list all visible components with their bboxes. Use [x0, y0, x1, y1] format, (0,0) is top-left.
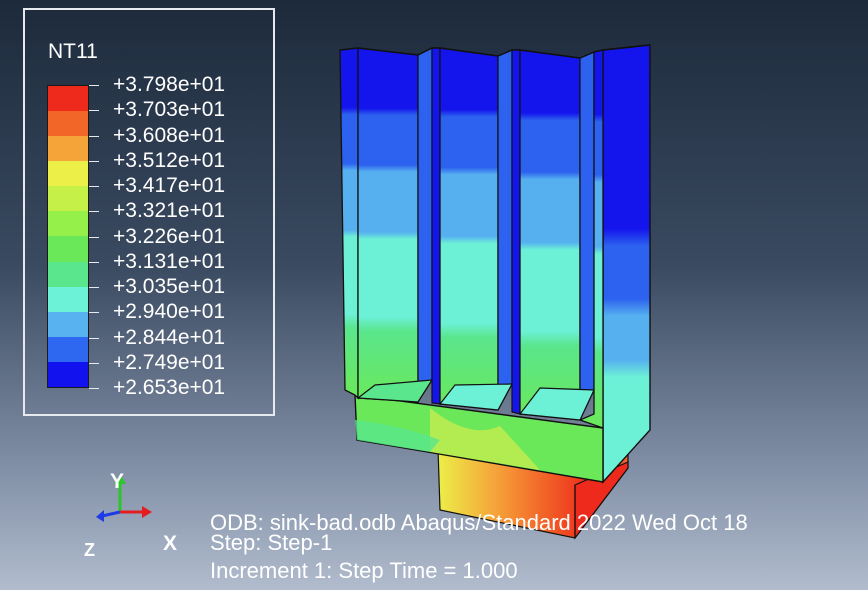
legend-tick: [89, 337, 99, 339]
legend-value-label: +2.940e+01: [113, 300, 226, 324]
z-arrowhead-icon: [96, 510, 104, 522]
y-axis-label: Y: [110, 470, 125, 493]
legend-tick: [89, 261, 99, 263]
legend-tick: [89, 186, 99, 187]
legend-swatch: [48, 286, 88, 312]
legend-value-label: +2.844e+01: [113, 325, 226, 349]
legend-value-label: +3.226e+01: [113, 224, 226, 248]
legend-value-label: +3.035e+01: [113, 275, 226, 298]
legend-tick: [89, 388, 99, 389]
legend-value-label: +3.321e+01: [113, 199, 226, 223]
increment-info-line: Increment 1: Step Time = 1.000: [210, 558, 518, 583]
legend-color-bar: [47, 85, 89, 388]
legend-frame: [23, 8, 275, 416]
legend-swatch: [48, 186, 88, 212]
legend-swatch: [48, 86, 88, 112]
legend-tick: [89, 85, 99, 86]
legend-value-label: +2.653e+01: [113, 376, 226, 399]
legend-value-label: +3.798e+01: [113, 73, 226, 96]
legend-tick: [89, 362, 99, 364]
legend-swatch: [48, 311, 88, 337]
y-arrowhead-icon: [114, 474, 126, 484]
z-axis-label: Z: [84, 540, 95, 560]
x-arrowhead-icon: [142, 506, 152, 518]
legend-value-label: +3.703e+01: [113, 98, 226, 122]
legend-tick: [89, 236, 99, 238]
legend-swatch: [48, 211, 88, 237]
legend-tick: [89, 287, 99, 288]
z-axis-arrow: [101, 510, 121, 518]
legend-value-label: +3.512e+01: [113, 148, 226, 172]
odb-info-line: ODB: sink-bad.odb Abaqus/Standard 2022 W…: [210, 510, 748, 535]
legend-swatch: [48, 236, 88, 262]
legend-swatch: [48, 111, 88, 137]
legend-swatch: [48, 361, 88, 387]
legend-swatch: [48, 261, 88, 287]
legend-value-label: +3.417e+01: [113, 174, 226, 197]
legend-tick: [89, 160, 99, 162]
legend-swatch: [48, 136, 88, 162]
legend-swatch: [48, 161, 88, 187]
axis-triad: [96, 474, 152, 522]
legend-value-label: +2.749e+01: [113, 350, 226, 374]
legend-value-label: +3.608e+01: [113, 123, 226, 147]
legend-swatch: [48, 336, 88, 362]
legend-title: NT11: [48, 40, 98, 63]
step-info-line: Step: Step-1: [210, 530, 333, 555]
legend-tick: [89, 135, 99, 137]
legend-tick: [89, 211, 99, 213]
legend-tick: [89, 110, 99, 112]
x-axis-label: X: [163, 532, 178, 555]
legend-tick: [89, 312, 99, 314]
legend-value-label: +3.131e+01: [113, 249, 226, 273]
